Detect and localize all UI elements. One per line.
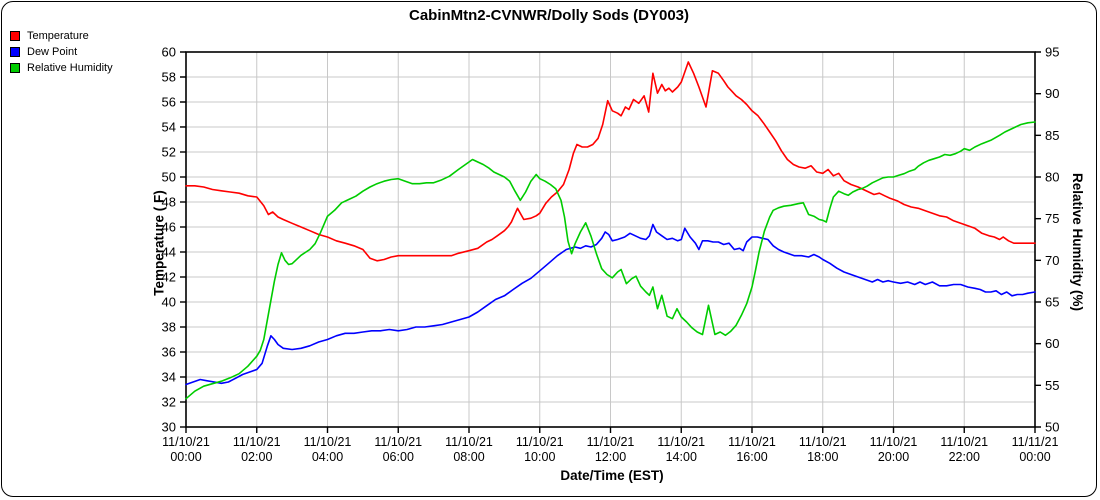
x-tick-date-label: 11/11/21 <box>1012 435 1059 449</box>
x-tick-date-label: 11/10/21 <box>870 435 918 449</box>
y-left-tick-label: 52 <box>162 145 176 160</box>
y-axis-title-right: Relative Humidity (%) <box>1070 172 1085 312</box>
y-right-tick-label: 70 <box>1045 253 1059 268</box>
x-tick-date-label: 11/10/21 <box>374 435 422 449</box>
y-right-tick-label: 65 <box>1045 295 1059 310</box>
legend-item-dew-point: Dew Point <box>10 44 113 60</box>
x-tick-date-label: 11/10/21 <box>657 435 705 449</box>
x-tick-date-label: 11/10/21 <box>162 435 210 449</box>
y-left-tick-label: 60 <box>162 45 176 60</box>
x-tick-date-label: 11/10/21 <box>233 435 281 449</box>
x-tick-time-label: 00:00 <box>170 450 201 464</box>
x-tick-date-label: 11/10/21 <box>516 435 564 449</box>
y-left-tick-label: 30 <box>162 420 176 435</box>
legend-item-relative-humidity: Relative Humidity <box>10 60 113 76</box>
y-right-tick-label: 55 <box>1045 378 1059 393</box>
relative-humidity-swatch-icon <box>10 63 20 73</box>
y-left-tick-label: 42 <box>162 270 176 285</box>
y-left-tick-label: 50 <box>162 170 176 185</box>
x-tick-time-label: 14:00 <box>666 450 697 464</box>
x-tick-time-label: 06:00 <box>383 450 414 464</box>
y-left-tick-label: 54 <box>162 120 176 135</box>
y-right-tick-label: 95 <box>1045 45 1059 60</box>
chart-title: CabinMtn2-CVNWR/Dolly Sods (DY003) <box>408 7 690 24</box>
x-tick-time-label: 00:00 <box>1019 450 1050 464</box>
y-right-tick-label: 60 <box>1045 336 1059 351</box>
axis-ticks <box>180 51 1041 433</box>
x-tick-time-label: 18:00 <box>807 450 838 464</box>
x-axis-title: Date/Time (EST) <box>560 468 664 483</box>
x-tick-time-label: 04:00 <box>312 450 343 464</box>
x-tick-time-label: 10:00 <box>524 450 555 464</box>
y-left-tick-label: 44 <box>162 245 176 260</box>
series-line-temperature <box>185 61 1036 262</box>
x-tick-time-label: 08:00 <box>453 450 484 464</box>
legend: Temperature Dew Point Relative Humidity <box>10 28 113 76</box>
y-left-tick-label: 48 <box>162 195 176 210</box>
x-tick-date-label: 11/10/21 <box>445 435 493 449</box>
legend-label: Dew Point <box>27 46 78 58</box>
x-tick-time-label: 16:00 <box>736 450 767 464</box>
y-right-tick-label: 75 <box>1045 211 1059 226</box>
x-tick-time-label: 02:00 <box>241 450 272 464</box>
legend-item-temperature: Temperature <box>10 28 113 44</box>
dew-point-swatch-icon <box>10 47 20 57</box>
y-left-tick-label: 58 <box>162 70 176 85</box>
y-left-tick-label: 46 <box>162 220 176 235</box>
x-tick-date-label: 11/10/21 <box>799 435 847 449</box>
y-left-tick-label: 34 <box>162 370 176 385</box>
y-right-tick-label: 85 <box>1045 128 1059 143</box>
legend-label: Relative Humidity <box>27 62 113 74</box>
temperature-swatch-icon <box>10 31 20 41</box>
axis-tick-labels: 30 32 34 36 38 40 42 44 46 48 50 52 54 56 58 60 50 55 60 65… <box>162 45 1060 465</box>
y-left-tick-label: 40 <box>162 295 176 310</box>
x-tick-time-label: 22:00 <box>949 450 980 464</box>
x-tick-date-label: 11/10/21 <box>728 435 776 449</box>
x-tick-date-label: 11/10/21 <box>940 435 988 449</box>
legend-label: Temperature <box>27 30 89 42</box>
series-line-relative-humidity <box>185 121 1036 400</box>
x-tick-time-label: 12:00 <box>595 450 626 464</box>
x-tick-date-label: 11/10/21 <box>304 435 352 449</box>
y-left-tick-label: 36 <box>162 345 176 360</box>
series-line-dew-point <box>185 223 1036 386</box>
y-left-tick-label: 56 <box>162 95 176 110</box>
y-right-tick-label: 90 <box>1045 86 1059 101</box>
x-tick-date-label: 11/10/21 <box>587 435 635 449</box>
y-right-tick-label: 80 <box>1045 170 1059 185</box>
y-left-tick-label: 32 <box>162 395 176 410</box>
y-left-tick-label: 38 <box>162 320 176 335</box>
y-right-tick-label: 50 <box>1045 420 1059 435</box>
x-tick-time-label: 20:00 <box>878 450 909 464</box>
